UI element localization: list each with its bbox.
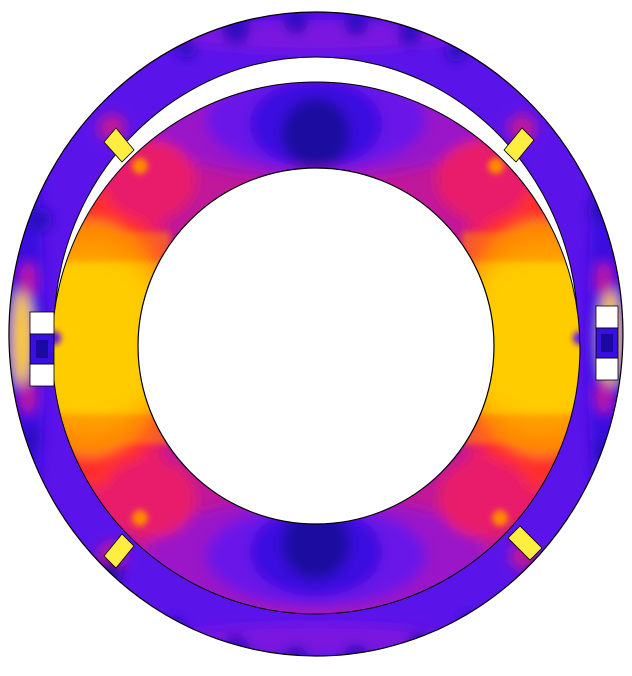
center-hole	[137, 167, 495, 525]
spoke-top-left	[103, 127, 135, 163]
spokes	[103, 127, 543, 569]
side-connector-left	[29, 311, 55, 387]
side-connector-right	[595, 305, 619, 381]
spoke-bottom-right	[507, 525, 543, 561]
spoke-bottom-left	[103, 533, 135, 569]
spoke-top-right	[503, 127, 535, 163]
